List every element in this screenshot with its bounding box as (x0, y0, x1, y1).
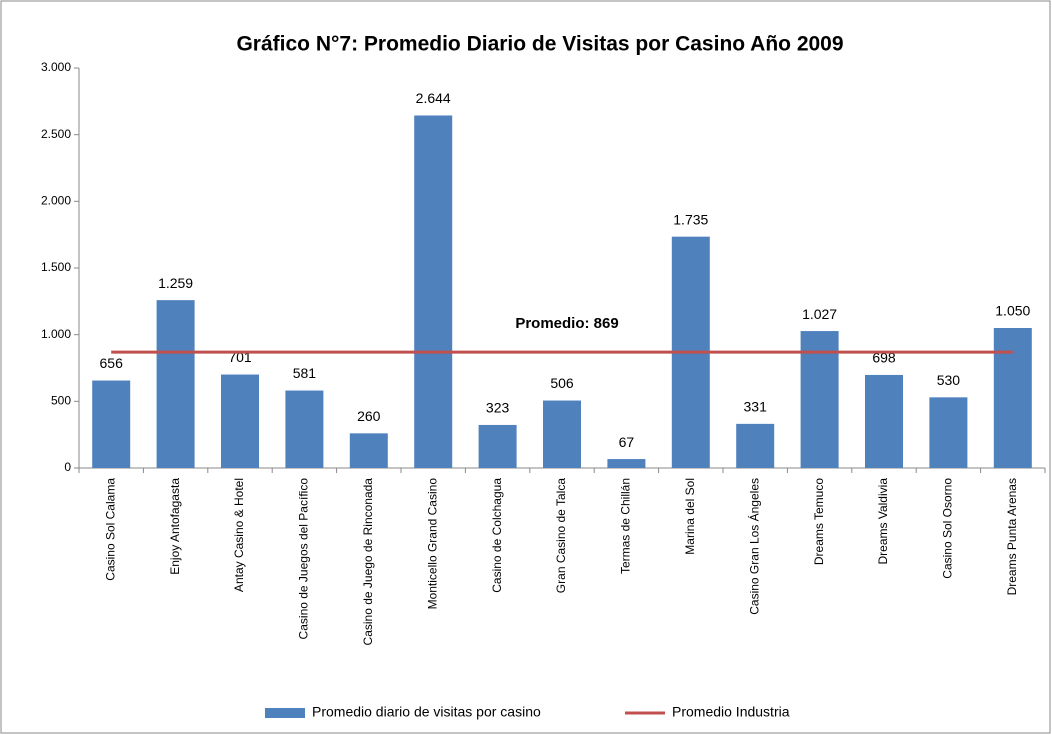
bar (736, 423, 775, 468)
x-tick-label: Casino de Juego de Rinconada (361, 478, 375, 646)
y-tick-label: 2.000 (41, 194, 71, 208)
annotation: Promedio: 869 (515, 315, 618, 332)
x-tick-label: Casino Gran Los Ángeles (746, 478, 761, 615)
bar (414, 115, 453, 468)
chart-title: Gráfico N°7: Promedio Diario de Visitas … (236, 33, 843, 56)
x-tick-label: Casino de Juegos del Pacífico (297, 478, 311, 640)
y-tick-label: 500 (51, 394, 71, 408)
bar (865, 374, 903, 468)
data-label: 1.027 (802, 306, 837, 322)
data-label: 530 (937, 372, 961, 388)
data-label: 2.644 (416, 90, 451, 106)
data-label: 1.050 (995, 303, 1030, 319)
legend-label: Promedio diario de visitas por casino (312, 704, 541, 720)
bar (543, 400, 581, 468)
data-label: 331 (744, 399, 768, 415)
y-tick-label: 1.000 (41, 327, 71, 341)
bar (993, 328, 1032, 468)
data-label: 656 (100, 355, 124, 371)
x-tick-label: Casino de Colchagua (490, 478, 504, 593)
x-tick-label: Dreams Temuco (812, 478, 826, 565)
x-tick-label: Termas de Chillán (619, 478, 633, 574)
data-label: 506 (550, 375, 574, 391)
legend-label: Promedio Industria (672, 704, 790, 720)
x-tick-label: Dreams Valdivia (876, 478, 890, 565)
data-label: 260 (357, 408, 381, 424)
x-tick-label: Casino Sol Calama (103, 478, 117, 581)
bar (349, 433, 388, 468)
bar (285, 390, 324, 468)
data-label: 323 (486, 400, 510, 416)
data-label: 698 (872, 350, 896, 366)
bar (607, 459, 646, 468)
bar (478, 424, 517, 468)
data-label: 1.735 (673, 211, 708, 227)
bar (929, 397, 968, 468)
y-tick-label: 2.500 (41, 127, 71, 141)
bar (92, 380, 131, 468)
bar (800, 331, 839, 468)
y-tick-label: 3.000 (41, 60, 71, 74)
x-tick-label: Casino Sol Osorno (941, 478, 955, 579)
x-tick-label: Antay Casino & Hotel (232, 478, 246, 592)
y-tick-label: 0 (64, 460, 71, 474)
data-label: 67 (619, 434, 635, 450)
legend-swatch (265, 708, 305, 718)
x-tick-label: Dreams Punta Arenas (1005, 478, 1019, 595)
x-tick-label: Monticello Grand Casino (425, 478, 439, 610)
y-tick-label: 1.500 (41, 260, 71, 274)
x-tick-label: Enjoy Antofagasta (168, 478, 182, 575)
x-tick-label: Marina del Sol (683, 478, 697, 555)
bar (221, 374, 259, 468)
x-tick-label: Gran Casino de Talca (554, 478, 568, 594)
bar (156, 300, 195, 468)
data-label: 581 (293, 365, 317, 381)
data-label: 1.259 (158, 275, 193, 291)
